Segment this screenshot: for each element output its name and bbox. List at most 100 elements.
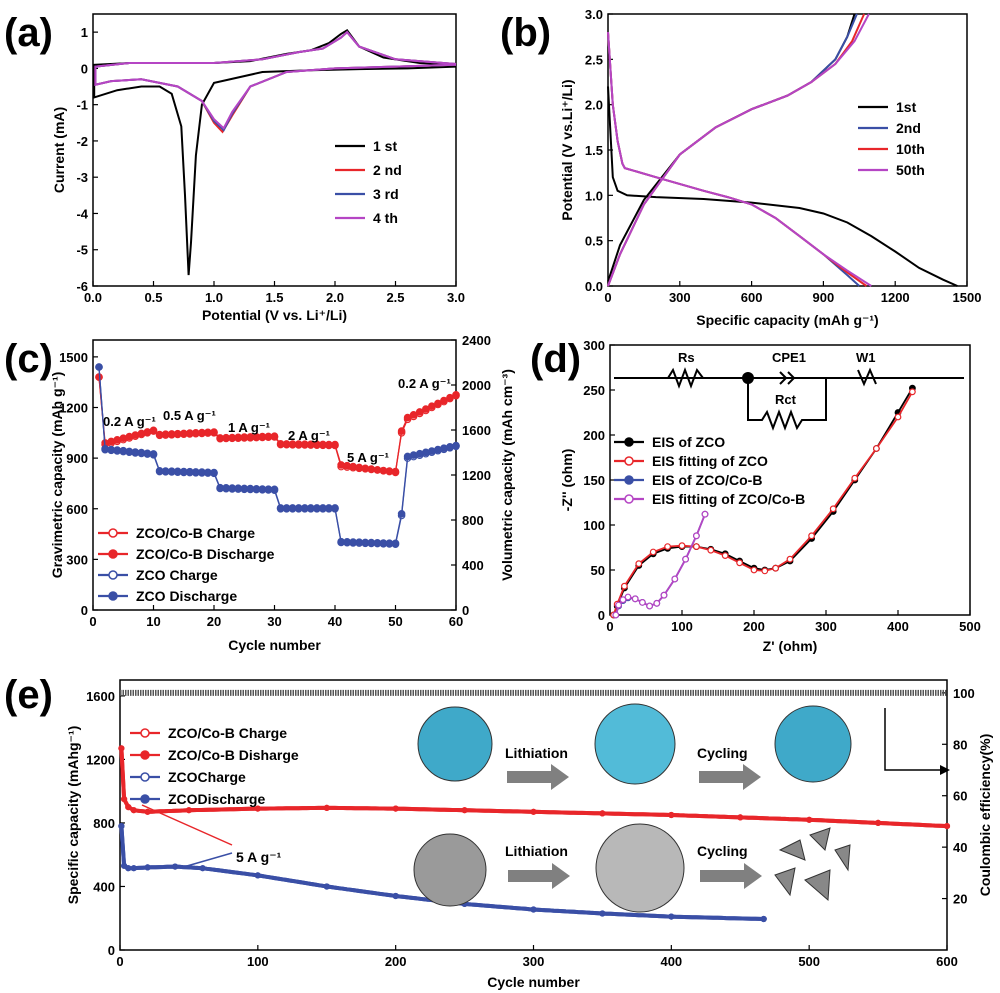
panel-c-point-1 bbox=[379, 466, 388, 475]
panel-e-y-tick-label: 800 bbox=[93, 816, 115, 831]
panel-c-point-1 bbox=[367, 465, 376, 473]
panel-e-point-1 bbox=[530, 808, 537, 815]
panel-d-legend-0: EIS of ZCO bbox=[652, 434, 725, 450]
panel-c-point-1 bbox=[210, 428, 218, 436]
panel-c-point-3 bbox=[264, 485, 273, 494]
panel-b-discharge-0 bbox=[607, 86, 958, 287]
panel-d-point-3 bbox=[615, 601, 622, 609]
panel-d-legend-3-marker bbox=[624, 494, 634, 504]
panel-a-x-tick-label: 1.0 bbox=[205, 290, 223, 305]
panel-d-y-tick-label: 150 bbox=[583, 473, 605, 488]
panel-c-point-1 bbox=[409, 410, 418, 419]
scheme-label-2: Lithiation bbox=[505, 843, 568, 859]
panel-c-point-3 bbox=[173, 467, 182, 476]
panel-c-point-3 bbox=[367, 538, 376, 547]
panel-c-point-3 bbox=[409, 451, 418, 459]
panel-c-point-3 bbox=[355, 538, 364, 547]
panel-d-legend-1: EIS fitting of ZCO bbox=[652, 453, 768, 469]
panel-d-point-1 bbox=[621, 582, 628, 590]
panel-d-point-1 bbox=[894, 413, 902, 421]
panel-a-legend-1: 2 nd bbox=[373, 162, 402, 178]
panel-c-y-tick-label: 1200 bbox=[59, 401, 88, 416]
panel-a-y-tick-label: -4 bbox=[76, 206, 88, 221]
panel-a-y-tick-label: 1 bbox=[81, 25, 88, 40]
panel-c-point-3 bbox=[161, 467, 170, 475]
scheme-arrow-1 bbox=[507, 764, 569, 790]
scheme-sphere-zco-lithiated bbox=[595, 823, 685, 913]
panel-c-y2label: Volumetric capacity (mAh cm⁻³) bbox=[499, 369, 515, 581]
panel-c-point-3 bbox=[434, 445, 442, 454]
panel-c-point-3 bbox=[397, 509, 406, 518]
panel-a-legend-3: 4 th bbox=[373, 210, 398, 226]
panel-e-x-tick-label: 200 bbox=[385, 954, 407, 969]
panel-c-point-3 bbox=[294, 504, 303, 512]
scheme-sphere-zcocob-lithiated bbox=[594, 703, 676, 785]
panel-b-y-tick-label: 1.5 bbox=[585, 143, 603, 158]
panel-c-y-tick-label: 900 bbox=[66, 451, 88, 466]
panel-c-point-3 bbox=[270, 485, 279, 494]
panel-c-point-3 bbox=[210, 468, 218, 477]
panel-c-point-1 bbox=[173, 429, 182, 438]
panel-e-point-3 bbox=[392, 892, 399, 900]
panel-d-y-tick-label: 50 bbox=[591, 563, 605, 578]
panel-e-y2-tick-label: 40 bbox=[953, 840, 967, 855]
panel-e-point-3 bbox=[599, 910, 606, 917]
panel-c-point-3 bbox=[113, 446, 122, 454]
panel-b-y-tick-label: 0.5 bbox=[585, 234, 603, 249]
panel-b-discharge-3 bbox=[607, 32, 872, 287]
panel-c-point-1 bbox=[119, 434, 128, 443]
panel-e-point-1 bbox=[806, 816, 813, 823]
panel-e-point-3 bbox=[530, 906, 537, 913]
panel-c-point-3 bbox=[421, 448, 430, 457]
panel-b-legend-3: 50th bbox=[896, 162, 925, 178]
panel-c-rate-label-5: 0.2 A g⁻¹ bbox=[398, 376, 451, 391]
panel-e-x-tick-label: 500 bbox=[798, 954, 820, 969]
panel-d-x-tick-label: 200 bbox=[743, 619, 765, 634]
panel-a-y-tick-label: 0 bbox=[81, 61, 88, 76]
panel-e-point-1 bbox=[130, 807, 137, 814]
panel-b-xlabel: Specific capacity (mAh g⁻¹) bbox=[696, 312, 878, 328]
scheme-sphere-zco-initial bbox=[413, 833, 487, 907]
panel-e-y-tick-label: 0 bbox=[108, 943, 115, 958]
panel-e-point-3 bbox=[172, 863, 179, 870]
panel-e-legend-2-marker bbox=[140, 772, 150, 782]
panel-e-point-1 bbox=[185, 807, 192, 814]
panel-b-x-tick-label: 1200 bbox=[881, 290, 910, 305]
panel-c-legend-0-marker bbox=[108, 528, 118, 538]
panel-c-point-1 bbox=[137, 429, 146, 438]
panel-c-point-3 bbox=[403, 452, 412, 461]
panel-d-point-1 bbox=[851, 474, 859, 482]
panel-d-xlabel: Z' (ohm) bbox=[763, 638, 818, 654]
circuit-resistor-rct bbox=[747, 378, 827, 431]
panel-e-y2-tick-label: 20 bbox=[953, 892, 967, 907]
circuit-resistor-rs bbox=[667, 367, 704, 389]
panel-e-rate-arrow-red bbox=[141, 804, 233, 846]
panel-e-point-1 bbox=[461, 807, 468, 814]
panel-a-series-1 bbox=[94, 30, 457, 134]
panel-a-frame bbox=[92, 13, 457, 287]
panel-b-discharge-1 bbox=[607, 32, 860, 287]
panel-b-legend-1: 2nd bbox=[896, 120, 921, 136]
circuit-cpe-left bbox=[779, 371, 788, 385]
panel-d-point-1 bbox=[750, 566, 758, 574]
panel-d-point-3 bbox=[631, 595, 639, 603]
panel-b-x-tick-label: 900 bbox=[813, 290, 835, 305]
panel-c-point-3 bbox=[125, 447, 134, 456]
panel-c-point-1 bbox=[355, 463, 364, 472]
panel-e-point-1 bbox=[874, 819, 882, 827]
panel-a-y-tick-label: -6 bbox=[76, 279, 88, 294]
panel-c-point-3 bbox=[95, 363, 103, 371]
panel-c-point-3 bbox=[349, 538, 357, 546]
panel-c-y2-tick-label: 1200 bbox=[462, 468, 491, 483]
panel-d-letter: (d) bbox=[530, 337, 581, 381]
panel-c-y2-tick-label: 2400 bbox=[462, 333, 491, 348]
panel-c-point-1 bbox=[270, 432, 279, 441]
panel-e-x-tick-label: 400 bbox=[660, 954, 682, 969]
panel-c-point-1 bbox=[373, 466, 382, 474]
panel-d-y-tick-label: 200 bbox=[583, 428, 605, 443]
panel-e-letter: (e) bbox=[4, 673, 53, 717]
panel-d-x-tick-label: 300 bbox=[815, 619, 837, 634]
panel-a-legend-2: 3 rd bbox=[373, 186, 399, 202]
scheme-fragment bbox=[809, 827, 831, 851]
panel-c-x-tick-label: 10 bbox=[146, 614, 160, 629]
